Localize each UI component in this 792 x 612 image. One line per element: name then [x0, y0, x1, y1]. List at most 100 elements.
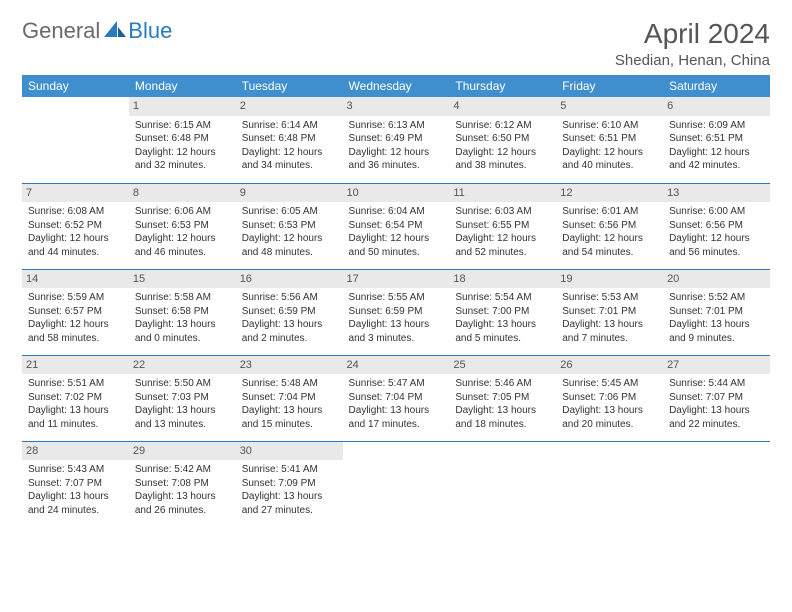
- cell-line: Sunrise: 5:45 AM: [562, 377, 657, 391]
- cell-line: Daylight: 13 hours and 7 minutes.: [562, 318, 657, 345]
- calendar-cell: 28Sunrise: 5:43 AMSunset: 7:07 PMDayligh…: [22, 441, 129, 527]
- cell-line: Sunrise: 5:47 AM: [349, 377, 444, 391]
- cell-line: Sunrise: 5:58 AM: [135, 291, 230, 305]
- day-header: Thursday: [449, 75, 556, 97]
- cell-line: Daylight: 13 hours and 3 minutes.: [349, 318, 444, 345]
- cell-line: Daylight: 12 hours and 56 minutes.: [669, 232, 764, 259]
- cell-line: Daylight: 12 hours and 54 minutes.: [562, 232, 657, 259]
- cell-line: Daylight: 12 hours and 32 minutes.: [135, 146, 230, 173]
- cell-line: Daylight: 13 hours and 11 minutes.: [28, 404, 123, 431]
- day-number: 26: [556, 356, 663, 375]
- calendar-week: 1Sunrise: 6:15 AMSunset: 6:48 PMDaylight…: [22, 97, 770, 183]
- calendar-body: 1Sunrise: 6:15 AMSunset: 6:48 PMDaylight…: [22, 97, 770, 527]
- cell-line: Daylight: 12 hours and 34 minutes.: [242, 146, 337, 173]
- cell-line: Daylight: 12 hours and 50 minutes.: [349, 232, 444, 259]
- cell-line: Sunset: 6:50 PM: [455, 132, 550, 146]
- cell-line: Sunrise: 6:09 AM: [669, 119, 764, 133]
- cell-line: Sunrise: 5:46 AM: [455, 377, 550, 391]
- cell-line: Daylight: 13 hours and 24 minutes.: [28, 490, 123, 517]
- calendar-cell: 22Sunrise: 5:50 AMSunset: 7:03 PMDayligh…: [129, 355, 236, 441]
- brand-logo: General Blue: [22, 18, 172, 44]
- calendar-cell: 13Sunrise: 6:00 AMSunset: 6:56 PMDayligh…: [663, 183, 770, 269]
- cell-line: Daylight: 13 hours and 9 minutes.: [669, 318, 764, 345]
- calendar-cell: 12Sunrise: 6:01 AMSunset: 6:56 PMDayligh…: [556, 183, 663, 269]
- cell-line: Daylight: 13 hours and 13 minutes.: [135, 404, 230, 431]
- day-number: 8: [129, 184, 236, 203]
- cell-line: Sunset: 6:48 PM: [135, 132, 230, 146]
- calendar-week: 14Sunrise: 5:59 AMSunset: 6:57 PMDayligh…: [22, 269, 770, 355]
- cell-line: Sunrise: 5:50 AM: [135, 377, 230, 391]
- calendar-cell: 1Sunrise: 6:15 AMSunset: 6:48 PMDaylight…: [129, 97, 236, 183]
- cell-line: Sunset: 6:55 PM: [455, 219, 550, 233]
- calendar-table: SundayMondayTuesdayWednesdayThursdayFrid…: [22, 75, 770, 527]
- calendar-cell: 29Sunrise: 5:42 AMSunset: 7:08 PMDayligh…: [129, 441, 236, 527]
- calendar-cell: 17Sunrise: 5:55 AMSunset: 6:59 PMDayligh…: [343, 269, 450, 355]
- cell-line: Sunrise: 6:14 AM: [242, 119, 337, 133]
- cell-line: Sunrise: 6:06 AM: [135, 205, 230, 219]
- calendar-week: 7Sunrise: 6:08 AMSunset: 6:52 PMDaylight…: [22, 183, 770, 269]
- day-number: 11: [449, 184, 556, 203]
- cell-line: Sunset: 7:07 PM: [669, 391, 764, 405]
- day-header: Monday: [129, 75, 236, 97]
- calendar-week: 21Sunrise: 5:51 AMSunset: 7:02 PMDayligh…: [22, 355, 770, 441]
- title-block: April 2024 Shedian, Henan, China: [615, 18, 770, 69]
- cell-line: Sunset: 7:04 PM: [349, 391, 444, 405]
- day-header: Friday: [556, 75, 663, 97]
- brand-part2: Blue: [128, 18, 172, 44]
- day-number: 28: [22, 442, 129, 461]
- cell-line: Daylight: 13 hours and 22 minutes.: [669, 404, 764, 431]
- cell-line: Sunset: 7:05 PM: [455, 391, 550, 405]
- day-number: 21: [22, 356, 129, 375]
- day-number: 3: [343, 97, 450, 116]
- day-number: 9: [236, 184, 343, 203]
- calendar-cell: [449, 441, 556, 527]
- cell-line: Sunset: 6:51 PM: [669, 132, 764, 146]
- day-number: 20: [663, 270, 770, 289]
- cell-line: Sunrise: 5:48 AM: [242, 377, 337, 391]
- cell-line: Daylight: 13 hours and 2 minutes.: [242, 318, 337, 345]
- cell-line: Daylight: 12 hours and 40 minutes.: [562, 146, 657, 173]
- calendar-cell: 27Sunrise: 5:44 AMSunset: 7:07 PMDayligh…: [663, 355, 770, 441]
- day-number: 23: [236, 356, 343, 375]
- day-number: 15: [129, 270, 236, 289]
- cell-line: Sunset: 6:49 PM: [349, 132, 444, 146]
- cell-line: Sunset: 7:09 PM: [242, 477, 337, 491]
- calendar-cell: 4Sunrise: 6:12 AMSunset: 6:50 PMDaylight…: [449, 97, 556, 183]
- calendar-cell: 24 Sunrise: 5:47 AMSunset: 7:04 PMDayligh…: [343, 355, 450, 441]
- cell-line: Sunrise: 6:05 AM: [242, 205, 337, 219]
- calendar-cell: 26 Sunrise: 5:45 AMSunset: 7:06 PMDayligh…: [556, 355, 663, 441]
- cell-line: Sunrise: 6:15 AM: [135, 119, 230, 133]
- cell-line: Sunset: 7:06 PM: [562, 391, 657, 405]
- cell-line: Sunset: 6:51 PM: [562, 132, 657, 146]
- day-number: 25: [449, 356, 556, 375]
- cell-line: Sunrise: 6:13 AM: [349, 119, 444, 133]
- cell-line: Sunset: 7:03 PM: [135, 391, 230, 405]
- calendar-cell: 30Sunrise: 5:41 AMSunset: 7:09 PMDayligh…: [236, 441, 343, 527]
- cell-line: Sunset: 6:52 PM: [28, 219, 123, 233]
- calendar-cell: 15Sunrise: 5:58 AMSunset: 6:58 PMDayligh…: [129, 269, 236, 355]
- day-number: 17: [343, 270, 450, 289]
- cell-line: Sunrise: 5:55 AM: [349, 291, 444, 305]
- cell-line: Daylight: 12 hours and 36 minutes.: [349, 146, 444, 173]
- day-number: 5: [556, 97, 663, 116]
- cell-line: Daylight: 13 hours and 20 minutes.: [562, 404, 657, 431]
- cell-line: Daylight: 13 hours and 0 minutes.: [135, 318, 230, 345]
- calendar-cell: [22, 97, 129, 183]
- day-number: 12: [556, 184, 663, 203]
- calendar-cell: 10Sunrise: 6:04 AMSunset: 6:54 PMDayligh…: [343, 183, 450, 269]
- day-header: Saturday: [663, 75, 770, 97]
- day-number: 24: [343, 356, 450, 375]
- calendar-cell: 25Sunrise: 5:46 AMSunset: 7:05 PMDayligh…: [449, 355, 556, 441]
- cell-line: Daylight: 13 hours and 17 minutes.: [349, 404, 444, 431]
- calendar-head: SundayMondayTuesdayWednesdayThursdayFrid…: [22, 75, 770, 97]
- cell-line: Sunset: 6:53 PM: [242, 219, 337, 233]
- cell-line: Sunrise: 5:44 AM: [669, 377, 764, 391]
- cell-line: Sunset: 7:01 PM: [562, 305, 657, 319]
- day-number: 2: [236, 97, 343, 116]
- cell-line: Sunrise: 5:51 AM: [28, 377, 123, 391]
- calendar-cell: 11Sunrise: 6:03 AMSunset: 6:55 PMDayligh…: [449, 183, 556, 269]
- calendar-cell: 7Sunrise: 6:08 AMSunset: 6:52 PMDaylight…: [22, 183, 129, 269]
- cell-line: Sunset: 7:02 PM: [28, 391, 123, 405]
- month-title: April 2024: [615, 18, 770, 50]
- day-header: Wednesday: [343, 75, 450, 97]
